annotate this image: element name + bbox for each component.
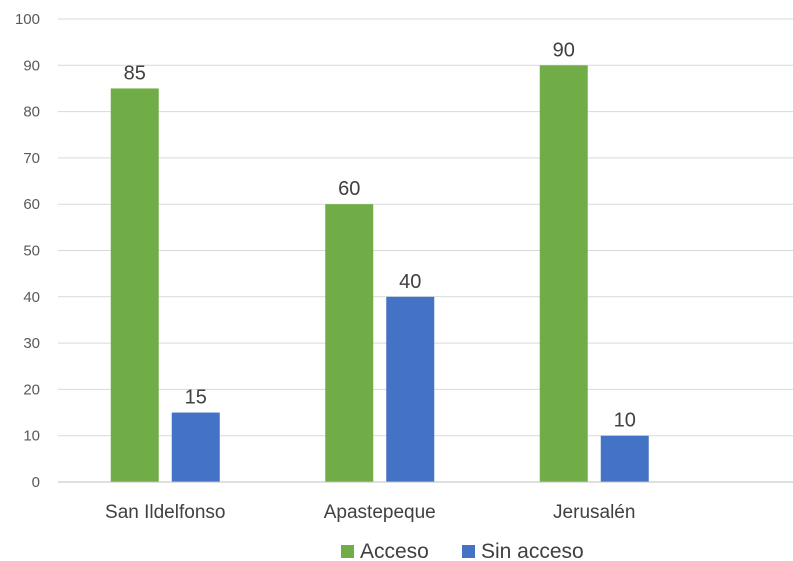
y-tick-label: 50 [23, 243, 40, 260]
x-axis-categories: San Ildelfonso Apastepeque Jerusalén [105, 502, 635, 523]
y-tick-label: 10 [23, 428, 40, 445]
bar-acceso-0 [110, 88, 159, 482]
legend-item-sin-acceso: Sin acceso [462, 540, 584, 561]
y-tick-label: 80 [23, 104, 40, 121]
x-category-label: San Ildelfonso [105, 502, 225, 523]
legend: Acceso Sin acceso [341, 540, 584, 561]
bars [110, 65, 649, 483]
y-tick-label: 20 [23, 381, 40, 398]
y-tick-label: 40 [23, 289, 40, 306]
bar-acceso-2 [539, 65, 588, 483]
y-tick-label: 30 [23, 335, 40, 352]
data-label: 90 [553, 39, 575, 61]
y-tick-label: 70 [23, 150, 40, 167]
bar-acceso-1 [325, 204, 374, 482]
data-label: 15 [185, 387, 207, 409]
data-label: 10 [614, 410, 636, 432]
bar-sin-acceso-2 [600, 435, 649, 482]
legend-label: Acceso [360, 540, 429, 561]
x-category-label: Apastepeque [324, 502, 436, 523]
legend-swatch [462, 545, 475, 558]
data-label: 60 [338, 178, 360, 200]
bar-sin-acceso-0 [171, 412, 220, 482]
y-tick-label: 0 [32, 474, 40, 491]
y-tick-label: 100 [15, 11, 40, 28]
data-label: 85 [124, 62, 146, 84]
y-tick-label: 60 [23, 196, 40, 213]
bar-sin-acceso-1 [386, 296, 435, 482]
y-tick-label: 90 [23, 57, 40, 74]
legend-label: Sin acceso [481, 540, 584, 561]
data-labels: 85 15 60 40 90 10 [124, 39, 636, 431]
legend-swatch [341, 545, 354, 558]
legend-item-acceso: Acceso [341, 540, 429, 561]
y-axis-ticks: 0 10 20 30 40 50 60 70 80 90 100 [15, 11, 40, 491]
gridlines [58, 18, 793, 437]
x-category-label: Jerusalén [553, 502, 635, 523]
data-label: 40 [399, 271, 421, 293]
